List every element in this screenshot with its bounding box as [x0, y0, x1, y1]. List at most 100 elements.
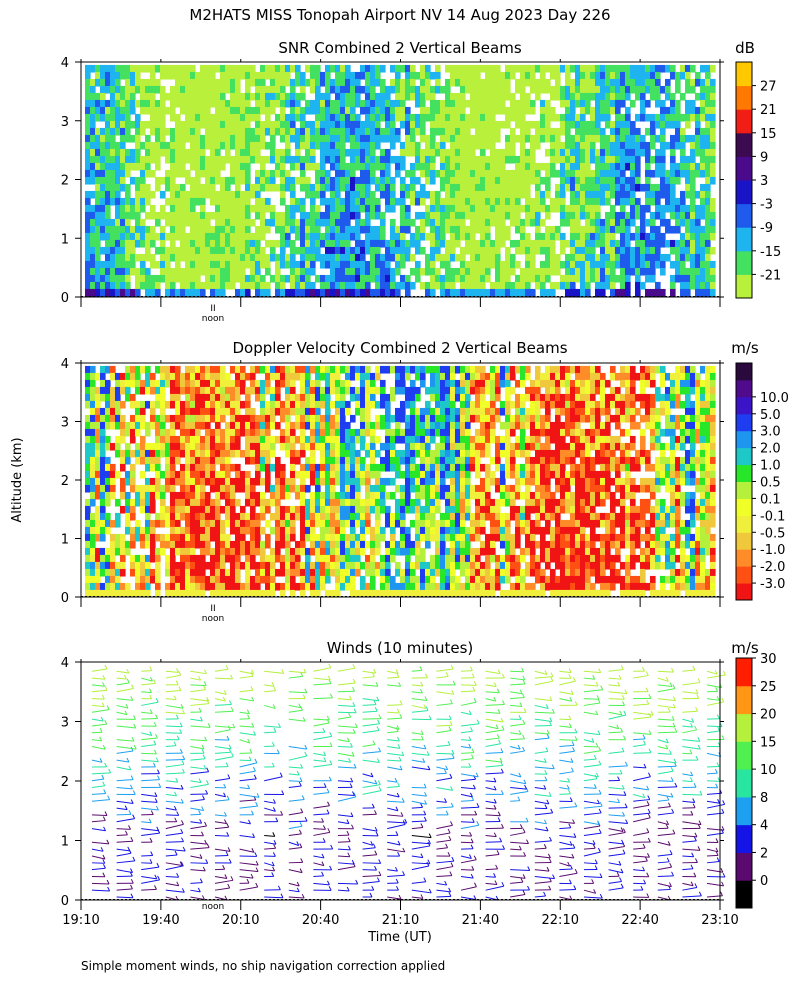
main-title: M2HATS MISS Tonopah Airport NV 14 Aug 20…: [189, 6, 610, 24]
noon-label: noon: [202, 614, 224, 624]
colorbar-swatch: [736, 156, 752, 181]
x-tick-label: 19:40: [142, 913, 179, 928]
colorbar-label: 2.0: [760, 442, 781, 457]
colorbar-label: 2: [760, 846, 768, 861]
y-tick-label: 3: [61, 716, 69, 731]
y-tick-label: 2: [61, 474, 69, 489]
colorbar-label: -1.0: [760, 543, 785, 558]
noon-marker: II: [210, 604, 215, 614]
panel-title: Winds (10 minutes): [327, 639, 474, 657]
colorbar-swatch: [736, 379, 752, 398]
colorbar-swatch: [736, 250, 752, 275]
y-tick-label: 3: [61, 115, 69, 130]
colorbar-swatch: [736, 430, 752, 449]
colorbar-label: 30: [760, 652, 777, 667]
doppler-velocity-panel: Doppler Velocity Combined 2 Vertical Bea…: [61, 339, 789, 624]
noon-marker: II: [210, 304, 215, 314]
colorbar-swatch: [736, 515, 752, 533]
colorbar-label: -2.0: [760, 560, 785, 575]
colorbar-label: -3.0: [760, 577, 785, 592]
colorbar-swatch: [736, 583, 752, 601]
colorbar-label: 25: [760, 680, 777, 695]
colorbar-swatch: [736, 396, 752, 415]
colorbar-unit: dB: [735, 39, 755, 57]
colorbar-swatch: [736, 203, 752, 228]
y-tick-label: 1: [61, 232, 69, 247]
x-axis-label: Time (UT): [367, 930, 432, 945]
noon-label: noon: [202, 314, 224, 324]
colorbar-swatch: [736, 62, 752, 87]
y-tick-label: 1: [61, 533, 69, 548]
colorbar-swatch: [736, 481, 752, 499]
colorbar-swatch: [736, 566, 752, 584]
colorbar-swatch: [736, 132, 752, 157]
colorbar-swatch: [736, 274, 752, 299]
colorbar-swatch: [736, 658, 752, 687]
colorbar-swatch: [736, 880, 752, 909]
colorbar-label: -3: [760, 198, 773, 213]
footnote: Simple moment winds, no ship navigation …: [81, 959, 445, 973]
colorbar-label: -0.1: [760, 509, 785, 524]
colorbar-label: 10: [760, 763, 777, 778]
x-tick-label: 21:40: [462, 913, 499, 928]
y-tick-label: 0: [61, 591, 69, 606]
colorbar-swatch: [736, 852, 752, 881]
plot-content: [85, 365, 716, 598]
y-tick-label: 4: [61, 357, 69, 372]
colorbar-swatch: [736, 413, 752, 432]
colorbar: -21 -15 -9 -3 3 9 15 21 27: [735, 61, 781, 299]
colorbar-label: 5.0: [760, 408, 781, 423]
colorbar: 0 2 4 8 10 15 20 25 30: [735, 652, 777, 909]
colorbar-label: 10.0: [760, 391, 789, 406]
colorbar-label: 8: [760, 791, 768, 806]
plot-content: [91, 663, 726, 901]
x-tick-label: 20:40: [302, 913, 339, 928]
colorbar-swatch: [736, 685, 752, 715]
y-axis-label: Altitude (km): [10, 437, 25, 522]
colorbar-label: 15: [760, 127, 777, 142]
colorbar-swatch: [736, 464, 752, 482]
colorbar-label: -15: [760, 245, 781, 260]
colorbar-swatch: [736, 227, 752, 252]
colorbar-swatch: [736, 363, 752, 381]
noon-label: noon: [202, 902, 224, 912]
x-tick-label: 19:10: [62, 913, 99, 928]
colorbar-label: 1.0: [760, 459, 781, 474]
colorbar-swatch: [736, 447, 752, 466]
panel-title: Doppler Velocity Combined 2 Vertical Bea…: [232, 339, 567, 357]
colorbar-label: 27: [760, 80, 777, 95]
panel-title: SNR Combined 2 Vertical Beams: [278, 39, 521, 57]
y-tick-label: 4: [61, 56, 69, 71]
x-tick-label: 22:40: [621, 913, 658, 928]
x-tick-label: 21:10: [382, 913, 419, 928]
snr-panel: SNR Combined 2 Vertical Beams dB 0 1 2 3 4 IIno…: [61, 39, 782, 324]
colorbar-label: 9: [760, 150, 768, 165]
colorbar-swatch: [736, 109, 752, 134]
y-tick-label: 4: [61, 656, 69, 671]
colorbar-swatch: [736, 532, 752, 550]
colorbar-label: -21: [760, 268, 781, 283]
colorbar-label: -0.5: [760, 526, 785, 541]
y-tick-label: 2: [61, 775, 69, 790]
colorbar-label: -9: [760, 221, 773, 236]
y-tick-label: 0: [61, 291, 69, 306]
colorbar-swatch: [736, 549, 752, 567]
y-tick-label: 1: [61, 835, 69, 850]
colorbar-swatch: [736, 85, 752, 110]
colorbar-swatch: [736, 180, 752, 205]
colorbar-swatch: [736, 713, 752, 742]
colorbar-label: 3.0: [760, 425, 781, 440]
y-tick-label: 2: [61, 174, 69, 189]
colorbar-label: 0.1: [760, 492, 781, 507]
x-tick-label: 23:10: [701, 913, 738, 928]
colorbar-label: 4: [760, 819, 768, 834]
x-tick-label: 20:10: [222, 913, 259, 928]
colorbar-swatch: [736, 498, 752, 516]
colorbar-swatch: [736, 741, 752, 770]
colorbar-label: 0: [760, 874, 768, 889]
colorbar-unit: m/s: [731, 639, 759, 657]
colorbar-label: 21: [760, 103, 777, 118]
colorbar-label: 20: [760, 708, 777, 723]
y-tick-label: 0: [61, 894, 69, 909]
